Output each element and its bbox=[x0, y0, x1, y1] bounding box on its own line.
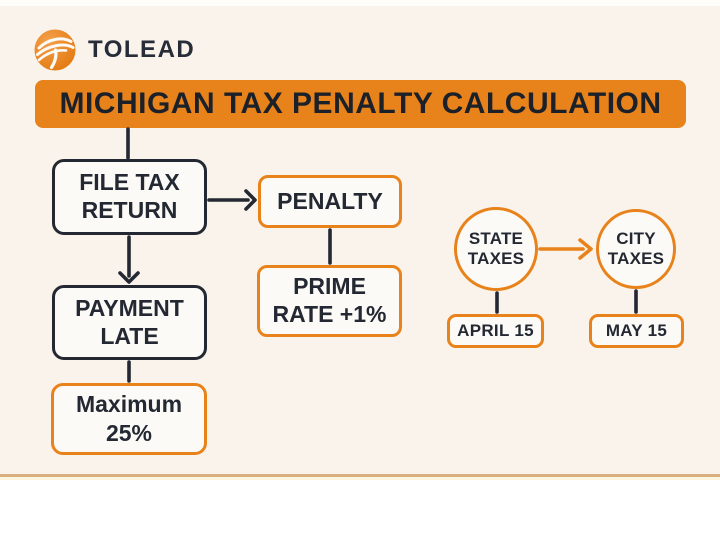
arrowhead-state-city bbox=[578, 238, 593, 260]
page-title: MICHIGAN TAX PENALTY CALCULATION bbox=[59, 87, 662, 120]
node-label-line: LATE bbox=[100, 322, 159, 349]
tolead-logo-icon bbox=[34, 29, 76, 71]
node-label-line: TAXES bbox=[607, 249, 665, 268]
footer-glow bbox=[0, 476, 720, 480]
node-label-line: RETURN bbox=[81, 197, 178, 223]
node-city-taxes: CITY TAXES bbox=[596, 209, 676, 289]
node-maximum-25: Maximum 25% bbox=[51, 383, 207, 455]
title-banner: MICHIGAN TAX PENALTY CALCULATION bbox=[35, 80, 686, 128]
arrowhead-file-payment bbox=[118, 271, 140, 284]
node-file-tax-return: FILE TAX RETURN bbox=[52, 159, 207, 235]
date-label: MAY 15 bbox=[605, 321, 668, 340]
node-label-line: TAXES bbox=[467, 249, 525, 268]
node-label-line: FILE TAX bbox=[79, 169, 180, 196]
node-payment-late: PAYMENT LATE bbox=[52, 285, 207, 360]
node-prime-rate: PRIME RATE +1% bbox=[257, 265, 402, 337]
node-label-line: STATE bbox=[468, 229, 524, 249]
node-label-line: CITY bbox=[616, 229, 656, 249]
brand-header: TOLEAD bbox=[34, 29, 195, 71]
arrowhead-file-penalty bbox=[244, 189, 257, 211]
footer-white-space bbox=[0, 479, 720, 541]
node-label-line: PENALTY bbox=[277, 188, 383, 214]
date-label: APRIL 15 bbox=[457, 321, 534, 340]
node-label-line: Maximum bbox=[75, 391, 183, 418]
footer-divider bbox=[0, 474, 720, 477]
node-may-15: MAY 15 bbox=[589, 314, 684, 348]
node-april-15: APRIL 15 bbox=[447, 314, 544, 348]
footer-area bbox=[0, 474, 720, 541]
node-penalty: PENALTY bbox=[258, 175, 402, 228]
node-state-taxes: STATE TAXES bbox=[454, 207, 538, 291]
node-label-line: 25% bbox=[105, 420, 153, 446]
brand-name: TOLEAD bbox=[88, 36, 196, 63]
node-label-line: PAYMENT bbox=[75, 294, 184, 321]
node-label-line: RATE +1% bbox=[272, 301, 387, 327]
node-label-line: PRIME bbox=[293, 273, 366, 300]
top-strip bbox=[0, 0, 720, 6]
